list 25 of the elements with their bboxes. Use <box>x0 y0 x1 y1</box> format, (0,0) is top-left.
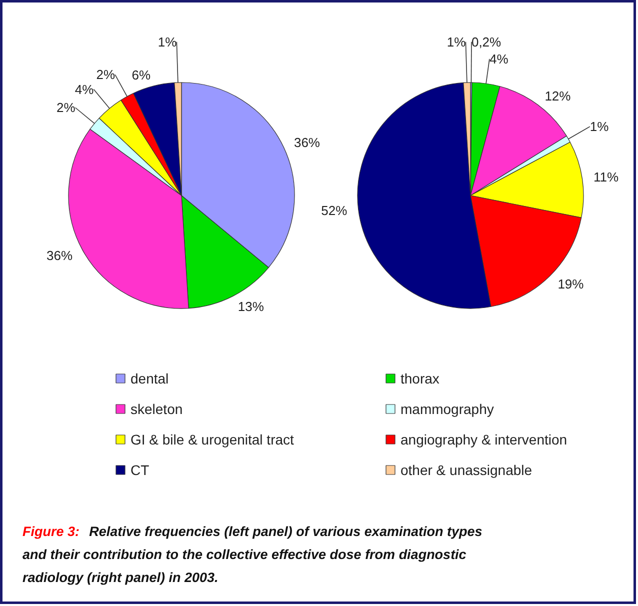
legend-label: other & unassignable <box>400 462 532 478</box>
data-label: 0,2% <box>471 34 502 50</box>
legend-label: angiography & intervention <box>400 432 568 448</box>
data-label: 11% <box>593 170 619 185</box>
data-label: 19% <box>558 276 584 292</box>
data-label: 1% <box>158 34 178 50</box>
data-label: 13% <box>238 298 264 314</box>
legend-label: dental <box>130 370 169 386</box>
data-label: 12% <box>544 88 572 104</box>
data-label: 4% <box>489 51 509 66</box>
data-label: 1% <box>446 34 466 50</box>
legend-label: thorax <box>400 370 440 386</box>
legend-label: skeleton <box>130 401 183 417</box>
legend-label: CT <box>130 462 150 478</box>
caption: Figure 3: Relative frequencies (left panel) of various examination types and their contribution to the collective effective dose from diagnostic radiology (right panel) in 2003. <box>22 524 483 585</box>
data-label: 2% <box>56 100 76 116</box>
data-label: 4% <box>74 82 94 97</box>
data-label: 52% <box>321 203 348 218</box>
data-label: 2% <box>96 67 116 82</box>
data-label: 36% <box>46 248 74 263</box>
data-label: 36% <box>294 135 320 150</box>
data-label: 6% <box>132 68 152 83</box>
legend-label: GI & bile & urogenital tract <box>130 432 294 448</box>
data-label: 1% <box>590 119 610 134</box>
legend-label: mammography <box>400 401 494 417</box>
